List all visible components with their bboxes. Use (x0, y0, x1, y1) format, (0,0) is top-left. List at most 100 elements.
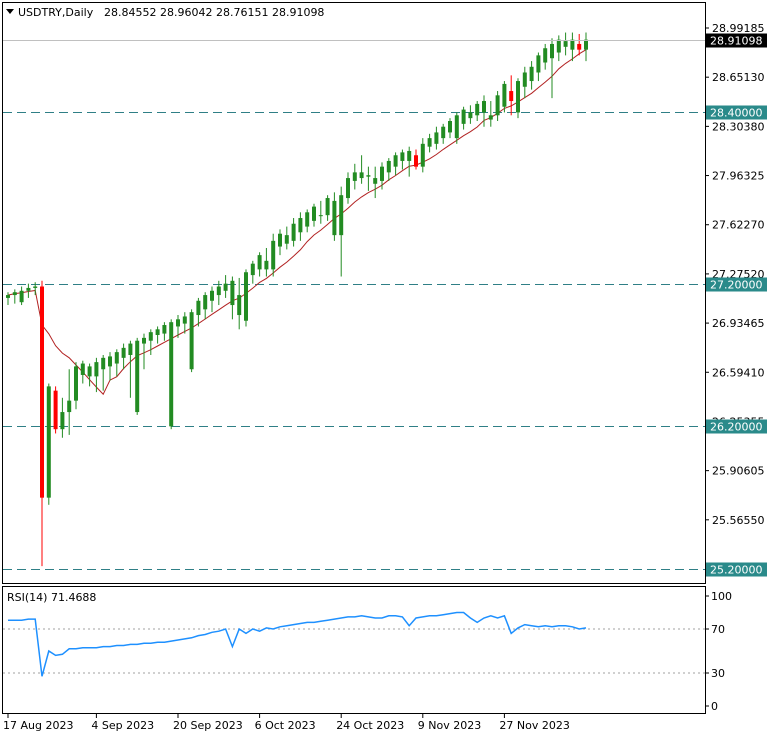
candle[interactable] (577, 33, 582, 56)
candle[interactable] (80, 360, 85, 384)
candle[interactable] (393, 152, 398, 176)
candle[interactable] (189, 309, 194, 373)
candle[interactable] (386, 158, 391, 181)
candle[interactable] (176, 315, 180, 338)
candle[interactable] (454, 112, 459, 144)
candle-body (162, 325, 167, 334)
triangle-down-icon[interactable] (6, 9, 14, 14)
candle[interactable] (522, 66, 527, 99)
candle[interactable] (94, 357, 99, 393)
candle[interactable] (250, 260, 255, 284)
candle[interactable] (40, 280, 44, 567)
candle[interactable] (420, 138, 425, 173)
candle[interactable] (414, 149, 418, 170)
candle[interactable] (468, 105, 473, 124)
candle[interactable] (475, 101, 480, 122)
candle[interactable] (298, 212, 303, 241)
candle[interactable] (339, 186, 344, 277)
candle[interactable] (305, 209, 310, 233)
candle[interactable] (556, 35, 561, 62)
candle[interactable] (216, 280, 221, 306)
candle[interactable] (114, 349, 119, 377)
candle[interactable] (19, 286, 24, 306)
candle[interactable] (380, 162, 384, 190)
candle[interactable] (366, 166, 371, 191)
candle[interactable] (53, 386, 58, 434)
candle[interactable] (346, 172, 350, 204)
candle[interactable] (352, 163, 357, 190)
candle[interactable] (284, 226, 289, 250)
candle[interactable] (60, 397, 65, 438)
time-axis: 17 Aug 2023 4 Sep 2023 20 Sep 2023 6 Oct 20… (3, 713, 570, 732)
candle[interactable] (434, 126, 439, 150)
candle[interactable] (332, 192, 337, 241)
candle[interactable] (488, 101, 493, 127)
candle[interactable] (448, 118, 452, 139)
candle[interactable] (502, 81, 507, 113)
candle[interactable] (244, 269, 248, 327)
candle[interactable] (74, 362, 78, 410)
candle[interactable] (203, 292, 208, 320)
candle-body (488, 115, 493, 120)
candle[interactable] (400, 149, 405, 170)
candle[interactable] (87, 363, 92, 387)
candle[interactable] (427, 133, 432, 153)
candle[interactable] (155, 326, 160, 344)
candle[interactable] (148, 329, 153, 355)
candle[interactable] (312, 203, 316, 227)
candle[interactable] (33, 282, 38, 296)
candle[interactable] (162, 322, 167, 341)
candle[interactable] (264, 247, 269, 277)
candle[interactable] (121, 343, 126, 370)
candle-body (298, 218, 303, 233)
candle[interactable] (461, 106, 466, 130)
candle[interactable] (135, 337, 140, 415)
candle[interactable] (46, 383, 51, 505)
candle[interactable] (257, 252, 262, 277)
candle[interactable] (318, 200, 323, 224)
candle[interactable] (223, 275, 228, 298)
candle[interactable] (237, 277, 242, 330)
candle[interactable] (142, 333, 146, 370)
candle[interactable] (101, 354, 106, 391)
candle[interactable] (441, 123, 446, 144)
candle[interactable] (210, 286, 214, 313)
candle[interactable] (516, 78, 520, 119)
candle[interactable] (6, 292, 10, 306)
candle[interactable] (563, 32, 568, 56)
candle[interactable] (584, 32, 588, 62)
candle[interactable] (291, 218, 296, 247)
candle[interactable] (67, 369, 72, 435)
candle[interactable] (182, 312, 187, 334)
candle-body (26, 287, 31, 291)
candle[interactable] (373, 166, 378, 199)
candle[interactable] (536, 52, 541, 82)
candle[interactable] (278, 229, 282, 256)
candle[interactable] (509, 75, 514, 116)
candle-body (563, 41, 568, 47)
candle[interactable] (407, 146, 412, 177)
candle[interactable] (12, 289, 17, 304)
candle[interactable] (196, 297, 201, 327)
candle[interactable] (271, 233, 276, 277)
candle-body (148, 332, 153, 341)
candle-body (352, 172, 357, 181)
candle-body (556, 39, 561, 53)
candle[interactable] (359, 155, 364, 184)
candle-body (318, 215, 323, 217)
candle[interactable] (108, 352, 112, 381)
candle[interactable] (230, 276, 235, 320)
candle[interactable] (482, 95, 486, 127)
candle[interactable] (550, 38, 554, 99)
time-tick-label: 17 Aug 2023 (3, 719, 73, 732)
candle[interactable] (325, 195, 330, 221)
candle[interactable] (128, 340, 133, 398)
candle[interactable] (543, 43, 548, 70)
price-tick-label: 26.93465 (712, 317, 765, 330)
candle[interactable] (169, 319, 174, 430)
candle[interactable] (529, 61, 534, 90)
candle[interactable] (570, 32, 575, 62)
candle[interactable] (495, 91, 500, 122)
candle[interactable] (26, 283, 31, 298)
